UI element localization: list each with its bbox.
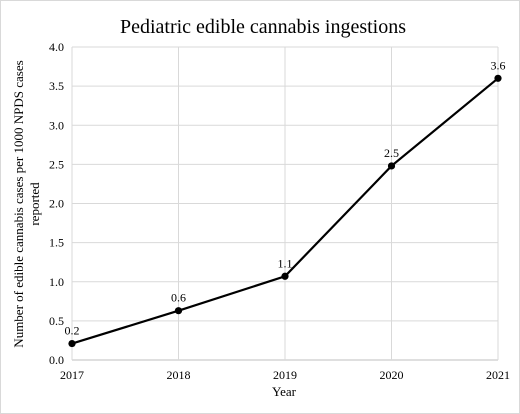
x-tick-label: 2021 — [486, 368, 510, 382]
y-tick-label: 2.0 — [49, 197, 64, 211]
chart-title: Pediatric edible cannabis ingestions — [120, 16, 406, 38]
data-label: 3.6 — [491, 58, 506, 72]
x-tick-label: 2019 — [273, 368, 297, 382]
y-tick-label: 3.0 — [49, 118, 64, 132]
data-point — [281, 272, 289, 280]
data-labels: 0.2 0.6 1.1 2.5 3.6 — [65, 58, 506, 337]
y-tick-label: 0.5 — [49, 314, 64, 328]
y-tick-label: 1.5 — [49, 236, 64, 250]
y-tick-label: 4.0 — [49, 40, 64, 54]
data-point — [387, 162, 396, 170]
y-tick-label: 3.5 — [49, 79, 64, 93]
y-axis-ticks: 0.0 0.5 1.0 1.5 2.0 2.5 3.0 3.5 4.0 — [49, 40, 64, 367]
x-axis-title: Year — [272, 384, 297, 399]
x-tick-label: 2020 — [380, 368, 404, 382]
data-point — [174, 307, 183, 315]
y-tick-label: 2.5 — [49, 157, 64, 171]
data-point — [68, 339, 76, 348]
y-tick-label: 1.0 — [49, 275, 64, 289]
y-axis-title: Number of edible cannabis cases per 1000… — [11, 60, 42, 347]
gridlines — [71, 46, 499, 361]
x-tick-label: 2017 — [60, 368, 84, 382]
data-label: 1.1 — [278, 256, 293, 270]
data-points — [68, 74, 502, 348]
x-tick-label: 2018 — [167, 368, 191, 382]
y-axis-title-line-2: reported — [27, 182, 42, 226]
y-tick-label: 0.0 — [49, 353, 64, 367]
x-axis-ticks: 2017 2018 2019 2020 2021 — [60, 368, 510, 382]
data-label: 0.2 — [65, 324, 80, 338]
y-axis-title-line-1: Number of edible cannabis cases per 1000… — [11, 60, 26, 347]
data-label: 0.6 — [171, 291, 186, 305]
data-label: 2.5 — [384, 146, 399, 160]
data-point — [494, 74, 502, 82]
